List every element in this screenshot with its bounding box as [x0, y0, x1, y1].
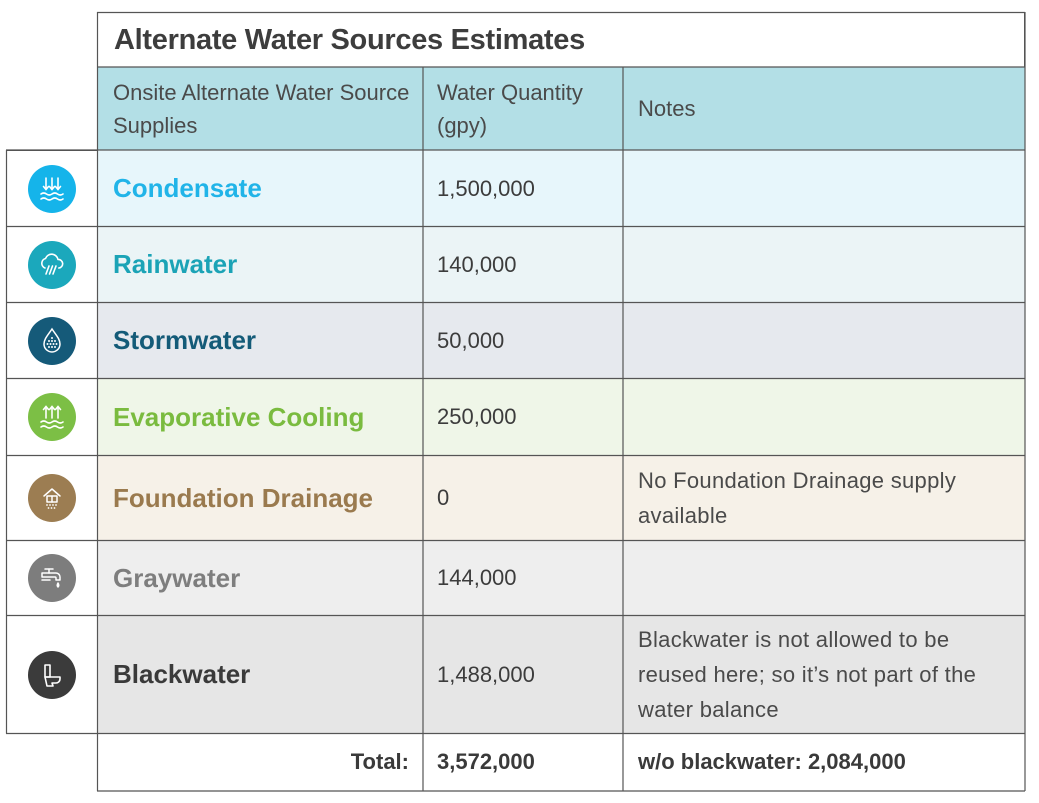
header-notes: Notes [623, 67, 1025, 150]
row-quantity-stormwater: 50,000 [423, 302, 623, 379]
total-value: 3,572,000 [423, 733, 623, 791]
condensate-icon [28, 164, 76, 213]
row-name-evaporative-cooling: Evaporative Cooling [97, 378, 423, 456]
row-name-graywater: Graywater [97, 540, 423, 616]
row-name-stormwater: Stormwater [97, 302, 423, 379]
total-note: w/o blackwater: 2,084,000 [623, 733, 1025, 791]
icon-cell [6, 540, 97, 616]
foundation-drain-icon [28, 474, 76, 522]
row-note-condensate [623, 150, 1025, 227]
rain-cloud-icon [28, 240, 76, 289]
row-quantity-rainwater: 140,000 [423, 226, 623, 303]
row-quantity-condensate: 1,500,000 [423, 150, 623, 227]
row-quantity-foundation-drainage: 0 [423, 455, 623, 541]
row-note-stormwater [623, 302, 1025, 379]
icon-cell [6, 226, 97, 303]
row-quantity-evaporative-cooling: 250,000 [423, 378, 623, 456]
icon-cell [6, 455, 97, 541]
header-source: Onsite Alternate Water Source Supplies [97, 67, 423, 150]
icon-cell [6, 378, 97, 456]
faucet-icon [28, 554, 76, 602]
table-title: Alternate Water Sources Estimates [97, 12, 1025, 67]
toilet-icon [28, 650, 76, 699]
row-name-blackwater: Blackwater [97, 615, 423, 734]
row-quantity-blackwater: 1,488,000 [423, 615, 623, 734]
row-note-blackwater: Blackwater is not allowed to be reused h… [623, 615, 1025, 734]
row-name-condensate: Condensate [97, 150, 423, 227]
row-name-rainwater: Rainwater [97, 226, 423, 303]
icon-cell [6, 150, 97, 227]
icon-cell [6, 302, 97, 379]
row-name-foundation-drainage: Foundation Drainage [97, 455, 423, 541]
row-note-rainwater [623, 226, 1025, 303]
row-quantity-graywater: 144,000 [423, 540, 623, 616]
evaporation-icon [28, 393, 76, 441]
total-label: Total: [97, 733, 423, 791]
storm-drain-icon [28, 316, 76, 365]
icon-cell [6, 615, 97, 734]
header-quantity: Water Quantity (gpy) [423, 67, 623, 150]
row-note-foundation-drainage: No Foundation Drainage supply available [623, 455, 1025, 541]
row-note-graywater [623, 540, 1025, 616]
row-note-evaporative-cooling [623, 378, 1025, 456]
